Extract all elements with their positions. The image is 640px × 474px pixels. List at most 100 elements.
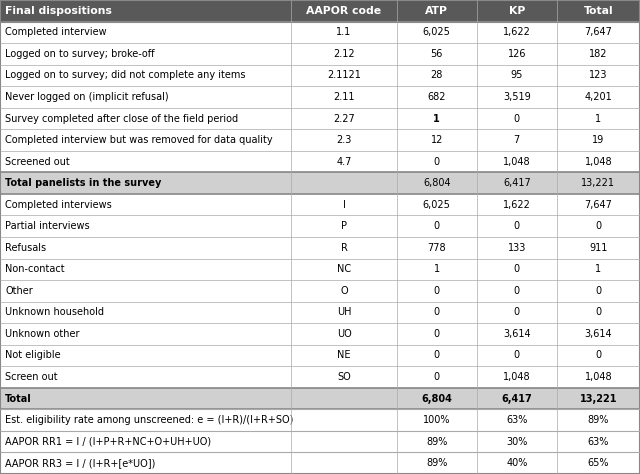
Text: 6,417: 6,417 [503, 178, 531, 188]
Bar [477, 21, 557, 43]
Bar [397, 258, 477, 280]
Bar [397, 194, 477, 216]
Text: 1,048: 1,048 [584, 156, 612, 166]
Bar [477, 345, 557, 366]
Bar [477, 431, 557, 453]
Bar [557, 43, 640, 64]
Bar [557, 0, 640, 21]
Bar [291, 43, 397, 64]
Bar [0, 216, 291, 237]
Bar [397, 410, 477, 431]
Text: 13,221: 13,221 [580, 393, 617, 403]
Text: Completed interview: Completed interview [5, 27, 107, 37]
Text: O: O [340, 286, 348, 296]
Text: 1,048: 1,048 [503, 156, 531, 166]
Bar [397, 216, 477, 237]
Text: 3,614: 3,614 [503, 329, 531, 339]
Bar [557, 129, 640, 151]
Text: 56: 56 [431, 49, 443, 59]
Text: 3,614: 3,614 [584, 329, 612, 339]
Text: Refusals: Refusals [5, 243, 46, 253]
Bar [477, 129, 557, 151]
Text: 1: 1 [434, 264, 440, 274]
Bar [557, 453, 640, 474]
Bar [291, 301, 397, 323]
Text: KP: KP [509, 6, 525, 16]
Text: 2.1121: 2.1121 [327, 71, 361, 81]
Bar [0, 366, 291, 388]
Bar [557, 301, 640, 323]
Text: 0: 0 [434, 350, 440, 361]
Text: 89%: 89% [588, 415, 609, 425]
Text: 95: 95 [511, 71, 523, 81]
Text: 4,201: 4,201 [584, 92, 612, 102]
Bar [397, 108, 477, 129]
Bar [477, 151, 557, 173]
Bar [0, 323, 291, 345]
Bar [477, 43, 557, 64]
Text: 6,025: 6,025 [423, 200, 451, 210]
Text: 126: 126 [508, 49, 526, 59]
Bar [397, 366, 477, 388]
Text: 63%: 63% [506, 415, 527, 425]
Bar [557, 410, 640, 431]
Text: 6,025: 6,025 [423, 27, 451, 37]
Bar [0, 129, 291, 151]
Text: 133: 133 [508, 243, 526, 253]
Bar [557, 323, 640, 345]
Bar [477, 388, 557, 410]
Bar [291, 366, 397, 388]
Bar [291, 388, 397, 410]
Text: 1,048: 1,048 [584, 372, 612, 382]
Text: 0: 0 [514, 264, 520, 274]
Bar [0, 64, 291, 86]
Text: 0: 0 [595, 286, 602, 296]
Bar [0, 151, 291, 173]
Bar [0, 301, 291, 323]
Text: 0: 0 [434, 156, 440, 166]
Text: 182: 182 [589, 49, 607, 59]
Text: 89%: 89% [426, 437, 447, 447]
Text: 0: 0 [514, 113, 520, 124]
Bar [291, 86, 397, 108]
Bar [477, 366, 557, 388]
Text: SO: SO [337, 372, 351, 382]
Bar [291, 345, 397, 366]
Bar [557, 388, 640, 410]
Text: 2.27: 2.27 [333, 113, 355, 124]
Bar [0, 410, 291, 431]
Text: 911: 911 [589, 243, 607, 253]
Text: P: P [341, 221, 347, 231]
Bar [557, 258, 640, 280]
Text: Logged on to survey; did not complete any items: Logged on to survey; did not complete an… [5, 71, 246, 81]
Text: 1: 1 [595, 113, 602, 124]
Text: 0: 0 [595, 350, 602, 361]
Text: AAPOR RR1 = I / (I+P+R+NC+O+UH+UO): AAPOR RR1 = I / (I+P+R+NC+O+UH+UO) [5, 437, 211, 447]
Bar [291, 410, 397, 431]
Text: 1,622: 1,622 [503, 27, 531, 37]
Text: Screened out: Screened out [5, 156, 70, 166]
Bar [477, 280, 557, 301]
Text: 2.11: 2.11 [333, 92, 355, 102]
Bar [477, 216, 557, 237]
Bar [291, 258, 397, 280]
Text: 7,647: 7,647 [584, 200, 612, 210]
Text: 6,804: 6,804 [423, 178, 451, 188]
Bar [0, 237, 291, 258]
Bar [291, 216, 397, 237]
Bar [291, 0, 397, 21]
Bar [397, 323, 477, 345]
Bar [557, 64, 640, 86]
Text: 2.3: 2.3 [336, 135, 352, 145]
Text: 28: 28 [431, 71, 443, 81]
Text: 6,804: 6,804 [421, 393, 452, 403]
Bar [291, 129, 397, 151]
Bar [0, 0, 291, 21]
Text: UO: UO [337, 329, 351, 339]
Text: Partial interviews: Partial interviews [5, 221, 90, 231]
Bar [477, 410, 557, 431]
Text: Never logged on (implicit refusal): Never logged on (implicit refusal) [5, 92, 169, 102]
Text: 682: 682 [428, 92, 446, 102]
Bar [0, 43, 291, 64]
Text: 100%: 100% [423, 415, 451, 425]
